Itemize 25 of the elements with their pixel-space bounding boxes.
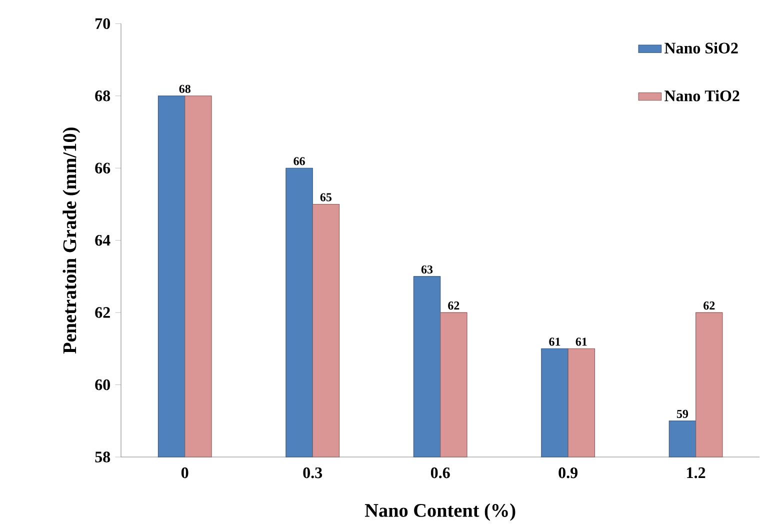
- y-tick-label: 60: [95, 379, 110, 390]
- data-label: 62: [704, 302, 715, 310]
- data-label: 61: [576, 338, 587, 346]
- legend-label: Nano TiO2: [664, 90, 740, 102]
- y-axis-title: Penetratoin Grade (mm/10): [62, 128, 80, 354]
- x-tick-label: 0.6: [430, 467, 450, 478]
- y-tick-label: 62: [95, 307, 110, 318]
- legend-label: Nano SiO2: [664, 42, 738, 54]
- data-label: 68: [179, 84, 190, 93]
- data-label: 66: [294, 157, 305, 166]
- x-tick-label: 0: [181, 467, 188, 478]
- y-tick-label: 68: [95, 90, 110, 102]
- x-tick-label: 1.2: [687, 467, 706, 478]
- x-axis-title: Nano Content (%): [364, 503, 516, 521]
- y-tick-label: 70: [96, 18, 110, 30]
- data-label: 62: [448, 302, 460, 310]
- data-label: 59: [676, 410, 688, 418]
- x-tick-label: 0.3: [303, 467, 322, 478]
- data-label: 65: [320, 193, 332, 202]
- y-tick-label: 58: [95, 452, 110, 462]
- data-label: 63: [421, 265, 433, 274]
- x-tick-label: 0.9: [558, 467, 578, 478]
- data-label: 61: [549, 338, 560, 346]
- y-tick-label: 66: [95, 162, 110, 174]
- y-tick-label: 64: [95, 234, 110, 246]
